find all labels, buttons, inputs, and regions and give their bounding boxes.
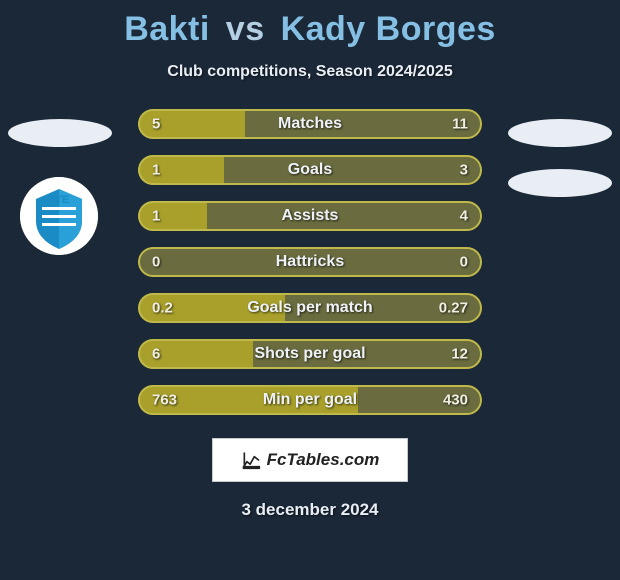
vs-label: vs bbox=[220, 10, 271, 48]
stat-label: Min per goal bbox=[138, 391, 482, 409]
stat-bar-row: 763430Min per goal bbox=[138, 385, 482, 415]
brand-text: FcTables.com bbox=[267, 450, 380, 470]
date-label: 3 december 2024 bbox=[0, 500, 620, 520]
stat-bar-row: 612Shots per goal bbox=[138, 339, 482, 369]
stat-bar-row: 13Goals bbox=[138, 155, 482, 185]
player2-flag-placeholder bbox=[508, 119, 612, 147]
stat-bars-container: 511Matches 13Goals 14Assists 00Hattricks 0.2… bbox=[138, 109, 482, 431]
zte-shield-icon: ZTE bbox=[20, 177, 98, 255]
comparison-chart: ZTE 511Matches 13Goals 14Assists 00Hattrick… bbox=[0, 109, 620, 429]
stat-label: Goals per match bbox=[138, 299, 482, 317]
player1-club-logo: ZTE bbox=[20, 177, 98, 255]
brand-footer: FcTables.com bbox=[212, 438, 408, 482]
stat-label: Matches bbox=[138, 115, 482, 133]
stat-label: Hattricks bbox=[138, 253, 482, 271]
stat-bar-row: 00Hattricks bbox=[138, 247, 482, 277]
player1-name: Bakti bbox=[124, 10, 210, 48]
stat-label: Goals bbox=[138, 161, 482, 179]
player2-club-placeholder bbox=[508, 169, 612, 197]
subtitle: Club competitions, Season 2024/2025 bbox=[0, 63, 620, 81]
stat-label: Shots per goal bbox=[138, 345, 482, 363]
stat-bar-row: 0.20.27Goals per match bbox=[138, 293, 482, 323]
player1-flag-placeholder bbox=[8, 119, 112, 147]
comparison-title: Bakti vs Kady Borges bbox=[0, 0, 620, 49]
svg-text:ZTE: ZTE bbox=[49, 194, 70, 206]
player2-name: Kady Borges bbox=[281, 10, 496, 48]
stat-label: Assists bbox=[138, 207, 482, 225]
stat-bar-row: 14Assists bbox=[138, 201, 482, 231]
chart-icon bbox=[241, 450, 261, 470]
stat-bar-row: 511Matches bbox=[138, 109, 482, 139]
